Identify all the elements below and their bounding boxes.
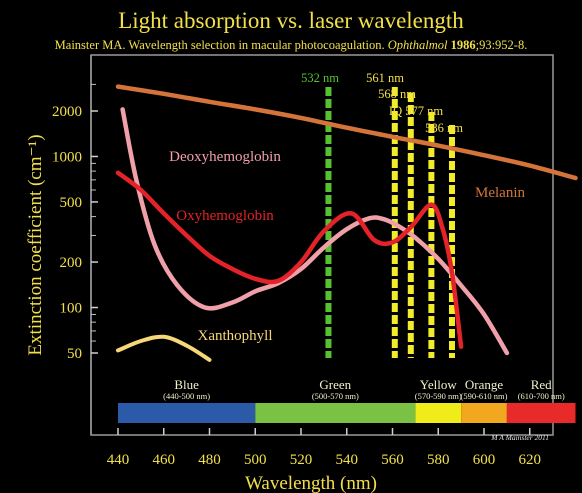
laser-label: 568 nm: [378, 87, 416, 101]
x-tick-label: 580: [427, 452, 450, 468]
band-name: Yellow: [420, 377, 458, 392]
series-label-xanthophyll: Xanthophyll: [198, 328, 273, 344]
spectrum-band: [255, 403, 416, 423]
laser-label: 561 nm: [366, 71, 404, 85]
x-axis-title: Wavelength (nm): [245, 473, 377, 493]
spectrum-band: [506, 403, 576, 423]
y-axis-title: Extinction coefficient (cm⁻¹): [25, 134, 46, 355]
y-tick-label: 1000: [52, 149, 82, 165]
y-tick-label: 2000: [52, 104, 82, 120]
series-line-xanthophyll: [116, 334, 212, 362]
laser-label: IQ 577 nm: [389, 104, 443, 118]
x-tick-label: 620: [519, 452, 542, 468]
y-tick-label: 500: [60, 195, 83, 211]
band-range: (500-570 nm): [312, 391, 359, 401]
x-tick-label: 520: [290, 452, 313, 468]
spectrum-band: [118, 403, 256, 423]
y-tick-label: 100: [60, 301, 83, 317]
series-label-melanin: Melanin: [475, 185, 525, 201]
citation-year: 1986: [450, 38, 476, 52]
x-tick-label: 600: [473, 452, 496, 468]
credit-text: M A Mainster 2011: [490, 433, 549, 442]
y-tick-label: 50: [67, 346, 82, 362]
citation-text: Mainster MA. Wavelength selection in mac…: [54, 38, 388, 52]
spectrum-band: [415, 403, 462, 423]
band-range: (590-610 nm): [461, 391, 508, 401]
chart-citation: Mainster MA. Wavelength selection in mac…: [0, 38, 582, 53]
band-range: (610-700 nm): [518, 391, 565, 401]
band-name: Blue: [174, 377, 199, 392]
x-tick-label: 460: [153, 452, 176, 468]
series-label-oxyhemoglobin: Oxyhemoglobin: [176, 208, 274, 224]
laser-label: 586 nm: [425, 121, 463, 135]
spectrum-band: [461, 403, 507, 423]
y-tick-label: 200: [60, 255, 83, 271]
chart-title: Light absorption vs. laser wavelength: [118, 8, 464, 33]
x-tick-label: 560: [381, 452, 404, 468]
x-tick-label: 500: [244, 452, 267, 468]
x-tick-label: 440: [107, 452, 130, 468]
citation-pages: ;93:952-8.: [475, 38, 528, 52]
band-name: Red: [531, 377, 552, 392]
series-label-deoxyhemoglobin: Deoxyhemoglobin: [169, 149, 281, 165]
series-line-melanin: [115, 84, 578, 181]
band-name: Green: [319, 377, 351, 392]
series-line-deoxyhemoglobin: [120, 107, 510, 356]
band-name: Orange: [465, 377, 503, 392]
band-range: (570-590 nm): [415, 391, 462, 401]
band-range: (440-500 nm): [163, 391, 210, 401]
x-tick-label: 480: [198, 452, 221, 468]
laser-label: 532 nm: [301, 71, 339, 85]
citation-journal: Ophthalmol: [387, 38, 448, 52]
x-tick-label: 540: [336, 452, 359, 468]
series-line-oxyhemoglobin: [115, 170, 464, 349]
